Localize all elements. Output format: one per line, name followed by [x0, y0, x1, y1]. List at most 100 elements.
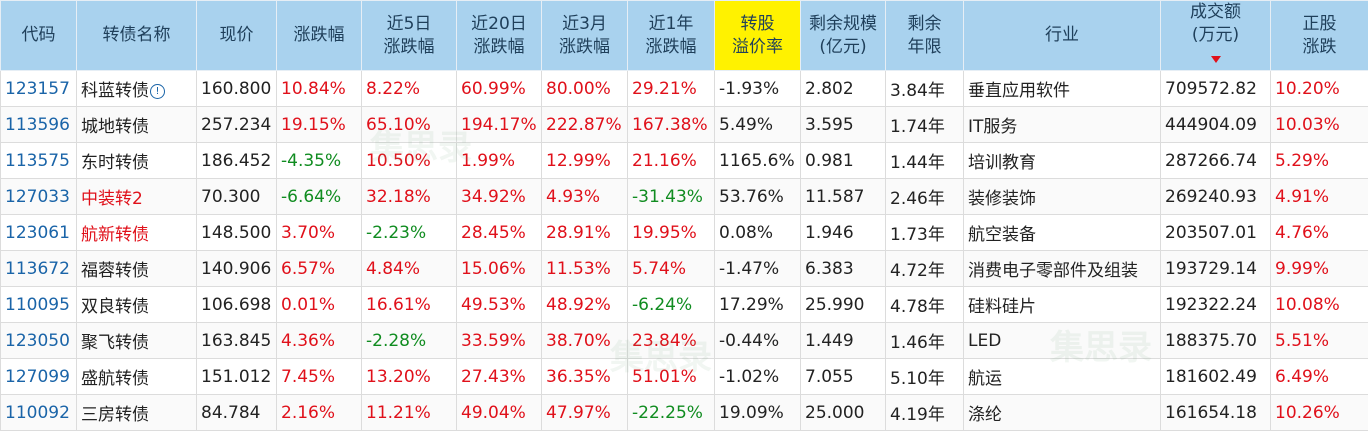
cell-premium: -0.44% — [714, 322, 801, 359]
cell-stock: 10.08% — [1270, 286, 1368, 323]
table-row[interactable]: 123157 科蓝转债! 160.800 10.84% 8.22% 60.99% 80.00… — [0, 70, 1368, 107]
cell-price: 160.800 — [196, 70, 277, 107]
cell-name[interactable]: 科蓝转债! — [76, 70, 197, 107]
cell-years: 1.73年 — [885, 214, 964, 251]
cell-industry: 涤纶 — [963, 394, 1161, 431]
cell-price: 163.845 — [196, 322, 277, 359]
cell-chg3m: 222.87% — [541, 106, 628, 143]
cell-chg5d: 10.50% — [361, 142, 457, 179]
table-row[interactable]: 113596 城地转债 257.234 19.15% 65.10% 194.17% 222.… — [0, 106, 1368, 143]
col-chg20d[interactable]: 近20日 涨跌幅 — [456, 0, 542, 71]
cell-name[interactable]: 航新转债 — [76, 214, 197, 251]
cell-chg1y: -31.43% — [627, 178, 715, 215]
cell-volume: 269240.93 — [1160, 178, 1271, 215]
cell-chg1y: 21.16% — [627, 142, 715, 179]
cell-stock: 4.76% — [1270, 214, 1368, 251]
cell-change: 7.45% — [276, 358, 362, 395]
cell-scale: 1.449 — [800, 322, 886, 359]
cell-scale: 3.595 — [800, 106, 886, 143]
cell-years: 4.72年 — [885, 250, 964, 287]
cell-chg3m: 4.93% — [541, 178, 628, 215]
cell-code[interactable]: 123050 — [0, 322, 77, 359]
cell-change: 4.36% — [276, 322, 362, 359]
col-price[interactable]: 现价 — [196, 0, 277, 71]
cell-chg5d: -2.28% — [361, 322, 457, 359]
cell-chg5d: 65.10% — [361, 106, 457, 143]
cell-chg20d: 27.43% — [456, 358, 542, 395]
col-change[interactable]: 涨跌幅 — [276, 0, 362, 71]
cell-chg20d: 15.06% — [456, 250, 542, 287]
cell-chg1y: 51.01% — [627, 358, 715, 395]
cell-name[interactable]: 中装转2 — [76, 178, 197, 215]
col-stock[interactable]: 正股 涨跌 — [1270, 0, 1368, 71]
cell-name[interactable]: 东时转债 — [76, 142, 197, 179]
cell-code[interactable]: 113575 — [0, 142, 77, 179]
col-chg5d[interactable]: 近5日 涨跌幅 — [361, 0, 457, 71]
table-row[interactable]: 123050 聚飞转债 163.845 4.36% -2.28% 33.59% 38.70%… — [0, 322, 1368, 359]
info-icon[interactable]: ! — [150, 84, 165, 99]
cell-premium: 17.29% — [714, 286, 801, 323]
cell-name[interactable]: 聚飞转债 — [76, 322, 197, 359]
cell-chg3m: 48.92% — [541, 286, 628, 323]
cell-code[interactable]: 123061 — [0, 214, 77, 251]
cell-years: 1.46年 — [885, 322, 964, 359]
cell-premium: -1.93% — [714, 70, 801, 107]
cell-code[interactable]: 110095 — [0, 286, 77, 323]
cell-code[interactable]: 113596 — [0, 106, 77, 143]
cell-chg1y: 29.21% — [627, 70, 715, 107]
cell-chg20d: 49.53% — [456, 286, 542, 323]
cell-chg1y: -6.24% — [627, 286, 715, 323]
col-scale[interactable]: 剩余规模 (亿元) — [800, 0, 886, 71]
cell-industry: LED — [963, 322, 1161, 359]
cell-price: 70.300 — [196, 178, 277, 215]
cell-scale: 7.055 — [800, 358, 886, 395]
table-row[interactable]: 110095 双良转债 106.698 0.01% 16.61% 49.53% 48.92%… — [0, 286, 1368, 323]
cell-name[interactable]: 福蓉转债 — [76, 250, 197, 287]
cell-price: 84.784 — [196, 394, 277, 431]
cell-name[interactable]: 盛航转债 — [76, 358, 197, 395]
col-chg3m[interactable]: 近3月 涨跌幅 — [541, 0, 628, 71]
cell-code[interactable]: 123157 — [0, 70, 77, 107]
cell-code[interactable]: 113672 — [0, 250, 77, 287]
cell-chg3m: 47.97% — [541, 394, 628, 431]
table-row[interactable]: 113672 福蓉转债 140.906 6.57% 4.84% 15.06% 11.53% 5… — [0, 250, 1368, 287]
cell-chg3m: 28.91% — [541, 214, 628, 251]
table-row[interactable]: 110092 三房转债 84.784 2.16% 11.21% 49.04% 47.97% -… — [0, 394, 1368, 431]
cell-stock: 4.91% — [1270, 178, 1368, 215]
cell-volume: 287266.74 — [1160, 142, 1271, 179]
cell-change: 0.01% — [276, 286, 362, 323]
col-name[interactable]: 转债名称 — [76, 0, 197, 71]
cell-scale: 2.802 — [800, 70, 886, 107]
cell-chg5d: 32.18% — [361, 178, 457, 215]
cell-code[interactable]: 127099 — [0, 358, 77, 395]
cell-scale: 11.587 — [800, 178, 886, 215]
table-row[interactable]: 127099 盛航转债 151.012 7.45% 13.20% 27.43% 36.35%… — [0, 358, 1368, 395]
cell-name[interactable]: 双良转债 — [76, 286, 197, 323]
col-years[interactable]: 剩余 年限 — [885, 0, 964, 71]
sort-desc-icon[interactable] — [1210, 56, 1221, 63]
col-chg1y[interactable]: 近1年 涨跌幅 — [627, 0, 715, 71]
cell-volume: 709572.82 — [1160, 70, 1271, 107]
table-row[interactable]: 127033 中装转2 70.300 -6.64% 32.18% 34.92% 4.93% -… — [0, 178, 1368, 215]
cell-industry: 培训教育 — [963, 142, 1161, 179]
table-row[interactable]: 113575 东时转债 186.452 -4.35% 10.50% 1.99% 12.99%… — [0, 142, 1368, 179]
cell-industry: 航空装备 — [963, 214, 1161, 251]
cell-volume: 192322.24 — [1160, 286, 1271, 323]
cell-chg20d: 34.92% — [456, 178, 542, 215]
cell-name[interactable]: 城地转债 — [76, 106, 197, 143]
cell-stock: 9.99% — [1270, 250, 1368, 287]
cell-code[interactable]: 127033 — [0, 178, 77, 215]
cell-industry: 航运 — [963, 358, 1161, 395]
col-premium[interactable]: 转股 溢价率 — [714, 0, 801, 71]
cell-name[interactable]: 三房转债 — [76, 394, 197, 431]
table-row[interactable]: 123061 航新转债 148.500 3.70% -2.23% 28.45% 28.91%… — [0, 214, 1368, 251]
cell-scale: 25.990 — [800, 286, 886, 323]
col-code[interactable]: 代码 — [0, 0, 77, 71]
cell-scale: 6.383 — [800, 250, 886, 287]
cell-chg1y: 23.84% — [627, 322, 715, 359]
cell-change: 2.16% — [276, 394, 362, 431]
col-volume[interactable]: 成交额 (万元) — [1160, 0, 1271, 71]
cell-chg1y: 19.95% — [627, 214, 715, 251]
cell-code[interactable]: 110092 — [0, 394, 77, 431]
col-industry[interactable]: 行业 — [963, 0, 1161, 71]
